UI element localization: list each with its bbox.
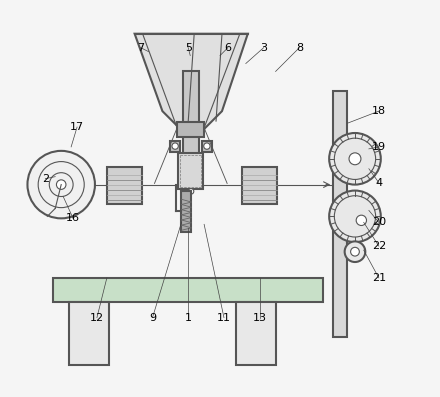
Text: 16: 16	[66, 213, 80, 224]
Text: 11: 11	[217, 312, 231, 323]
Bar	[177, 122, 204, 137]
Circle shape	[349, 153, 361, 165]
Text: 12: 12	[90, 312, 104, 323]
Text: 19: 19	[372, 142, 386, 152]
Text: 17: 17	[70, 122, 84, 132]
Circle shape	[204, 143, 210, 149]
Text: 1: 1	[185, 312, 192, 323]
Bar	[53, 278, 323, 302]
Bar	[69, 302, 109, 365]
Polygon shape	[135, 34, 248, 135]
Text: 3: 3	[260, 42, 267, 53]
Bar	[170, 141, 180, 152]
Text: 22: 22	[372, 241, 386, 251]
Bar	[181, 191, 191, 232]
Bar	[178, 153, 203, 189]
Text: 6: 6	[224, 42, 231, 53]
Circle shape	[356, 215, 367, 225]
Text: 9: 9	[149, 312, 156, 323]
Text: 18: 18	[372, 106, 386, 116]
Bar	[183, 71, 198, 185]
Circle shape	[329, 191, 381, 242]
Circle shape	[345, 241, 365, 262]
Bar	[202, 141, 212, 152]
Text: 4: 4	[375, 177, 382, 188]
Text: 5: 5	[185, 42, 192, 53]
Bar	[236, 302, 275, 365]
Circle shape	[27, 151, 95, 218]
Bar	[107, 167, 142, 204]
Text: 13: 13	[253, 312, 267, 323]
Circle shape	[56, 180, 66, 189]
Text: 8: 8	[296, 42, 303, 53]
Circle shape	[188, 189, 194, 194]
Bar	[333, 91, 347, 337]
Circle shape	[351, 247, 359, 256]
Circle shape	[329, 133, 381, 185]
Bar	[242, 167, 277, 204]
Text: 7: 7	[137, 42, 144, 53]
Text: 2: 2	[42, 173, 49, 184]
Circle shape	[172, 143, 178, 149]
Text: 20: 20	[372, 217, 386, 227]
Text: 21: 21	[372, 273, 386, 283]
